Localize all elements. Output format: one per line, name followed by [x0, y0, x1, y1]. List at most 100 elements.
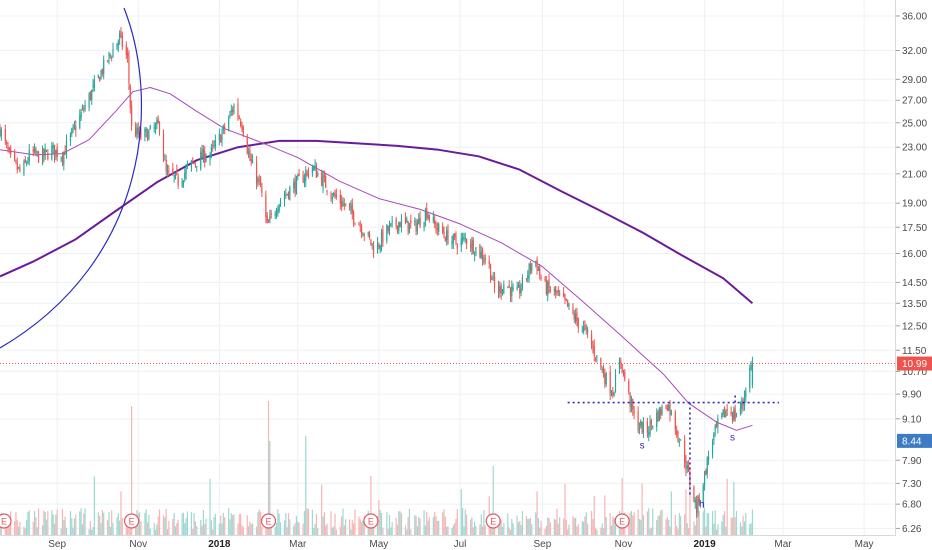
candle-body[interactable] [204, 151, 206, 163]
candle-body[interactable] [247, 152, 250, 154]
candle-body[interactable] [196, 166, 198, 168]
candle-body[interactable] [137, 127, 139, 135]
candle-body[interactable] [685, 461, 687, 470]
candle-body[interactable] [508, 285, 510, 287]
candle-body[interactable] [200, 152, 202, 169]
candle-body[interactable] [721, 413, 723, 418]
candle-body[interactable] [350, 206, 352, 211]
candle-body[interactable] [61, 156, 64, 162]
candle-body[interactable] [564, 294, 566, 300]
candle-body[interactable] [298, 173, 300, 177]
candle-body[interactable] [35, 148, 37, 154]
candle-body[interactable] [7, 146, 9, 150]
candle-body[interactable] [43, 148, 45, 157]
candle-body[interactable] [342, 202, 344, 206]
candle-body[interactable] [426, 208, 428, 218]
price-axis[interactable]: 36.00 32.00 29.00 27.00 25.00 23.00 21.00 19.00… [896, 11, 927, 535]
candle-body[interactable] [652, 425, 654, 427]
candle-body[interactable] [484, 257, 486, 261]
candle-body[interactable] [116, 43, 118, 51]
candle-body[interactable] [89, 92, 91, 100]
candle-body[interactable] [149, 125, 151, 130]
candle-body[interactable] [295, 176, 298, 195]
candle-body[interactable] [630, 399, 633, 409]
candle-body[interactable] [315, 165, 317, 178]
candle-body[interactable] [121, 34, 123, 47]
candle-body[interactable] [493, 276, 496, 288]
earnings-marker[interactable] [614, 513, 630, 529]
candle-body[interactable] [265, 195, 267, 217]
candle-body[interactable] [190, 160, 193, 167]
candle-body[interactable] [323, 175, 325, 178]
candle-body[interactable] [717, 418, 719, 428]
candle-body[interactable] [246, 136, 248, 154]
candle-body[interactable] [24, 159, 26, 163]
candle-body[interactable] [618, 362, 621, 374]
candle-body[interactable] [563, 292, 565, 297]
candle-body[interactable] [516, 287, 518, 290]
time-axis[interactable]: Sep Nov 2018 Mar May Jul Sep Nov 2019 Mar May [48, 539, 873, 550]
candle-body[interactable] [214, 139, 216, 147]
candle-body[interactable] [250, 158, 252, 162]
candle-body[interactable] [63, 152, 65, 165]
candle-body[interactable] [289, 187, 291, 200]
candle-body[interactable] [382, 229, 384, 243]
candle-body[interactable] [325, 176, 327, 188]
candle-body[interactable] [596, 355, 598, 358]
candle-body[interactable] [144, 129, 146, 137]
candle-body[interactable] [386, 224, 388, 242]
candle-body[interactable] [723, 408, 726, 418]
candle-body[interactable] [305, 172, 307, 181]
candle-body[interactable] [657, 411, 659, 421]
candle-body[interactable] [540, 277, 542, 279]
candle-body[interactable] [101, 69, 103, 74]
candle-body[interactable] [424, 210, 427, 222]
candle-body[interactable] [36, 151, 38, 153]
candle-body[interactable] [23, 161, 25, 174]
candle-body[interactable] [358, 224, 360, 226]
candle-body[interactable] [0, 126, 1, 137]
candle-body[interactable] [511, 286, 513, 296]
candle-body[interactable] [743, 396, 746, 406]
candle-body[interactable] [489, 263, 492, 280]
candle-body[interactable] [103, 59, 105, 75]
candle-body[interactable] [259, 178, 262, 187]
candle-body[interactable] [693, 487, 695, 502]
candle-body[interactable] [444, 237, 446, 242]
candle-body[interactable] [32, 149, 34, 152]
candle-body[interactable] [45, 149, 48, 151]
candle-body[interactable] [52, 144, 54, 148]
candle-body[interactable] [166, 170, 169, 174]
candle-body[interactable] [184, 172, 186, 179]
candle-body[interactable] [415, 221, 417, 232]
candle-body[interactable] [674, 412, 676, 430]
candle-body[interactable] [91, 89, 93, 100]
candle-body[interactable] [604, 373, 606, 384]
candle-body[interactable] [400, 219, 403, 227]
candle-body[interactable] [294, 180, 296, 192]
candle-body[interactable] [418, 218, 420, 225]
candle-body[interactable] [435, 223, 437, 231]
candle-body[interactable] [165, 160, 167, 172]
candle-body[interactable] [600, 357, 602, 368]
candle-body[interactable] [670, 410, 672, 415]
candle-body[interactable] [443, 231, 445, 237]
candle-body[interactable] [201, 149, 203, 159]
candle-body[interactable] [735, 415, 738, 417]
candle-body[interactable] [241, 124, 243, 129]
candle-body[interactable] [192, 160, 194, 162]
candle-body[interactable] [131, 106, 133, 126]
candle-body[interactable] [688, 465, 690, 472]
candle-body[interactable] [466, 239, 468, 244]
candle-body[interactable] [326, 190, 328, 192]
candle-body[interactable] [399, 222, 401, 228]
candle-body[interactable] [311, 167, 314, 174]
candle-body[interactable] [181, 181, 183, 187]
candle-body[interactable] [677, 432, 679, 441]
candle-body[interactable] [362, 234, 364, 237]
candle-body[interactable] [140, 132, 142, 139]
candle-body[interactable] [406, 218, 408, 223]
candle-body[interactable] [684, 440, 686, 464]
candle-body[interactable] [128, 56, 130, 84]
candle-body[interactable] [408, 223, 411, 234]
